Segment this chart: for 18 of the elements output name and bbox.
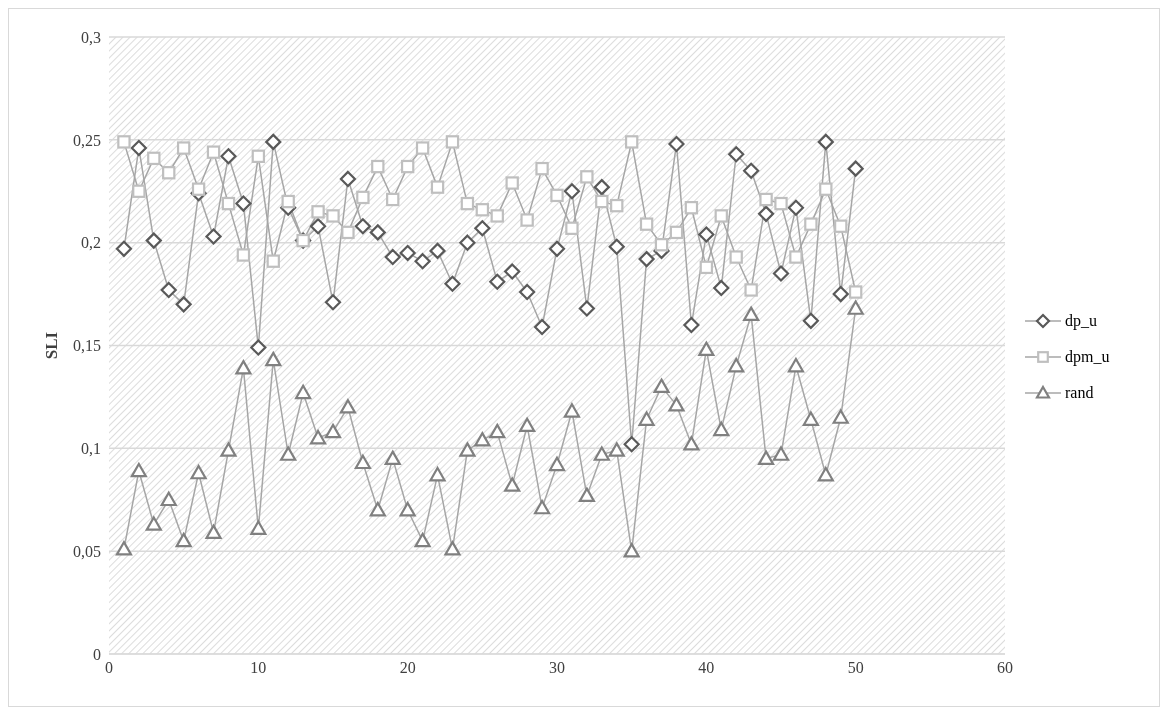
y-tick-label: 0,25 [73,131,101,149]
x-tick-label: 50 [847,659,864,677]
y-tick-label: 0,05 [73,542,101,560]
y-tick-label: 0,15 [73,337,101,355]
x-tick-label: 0 [105,659,113,677]
x-tick-label: 40 [698,659,715,677]
y-tick-label: 0,1 [81,440,101,458]
legend-label: rand [1065,383,1094,402]
x-tick-label: 20 [399,659,416,677]
legend-label: dp_u [1065,311,1097,330]
y-tick-label: 0,3 [81,28,101,46]
legend-label: dpm_u [1065,347,1110,366]
y-tick-label: 0 [93,645,101,663]
x-tick-label: 60 [997,659,1013,677]
y-axis-title: SLI [42,331,62,360]
y-tick-label: 0,2 [81,234,101,252]
x-tick-label: 30 [549,659,565,677]
x-tick-label: 10 [250,659,267,677]
